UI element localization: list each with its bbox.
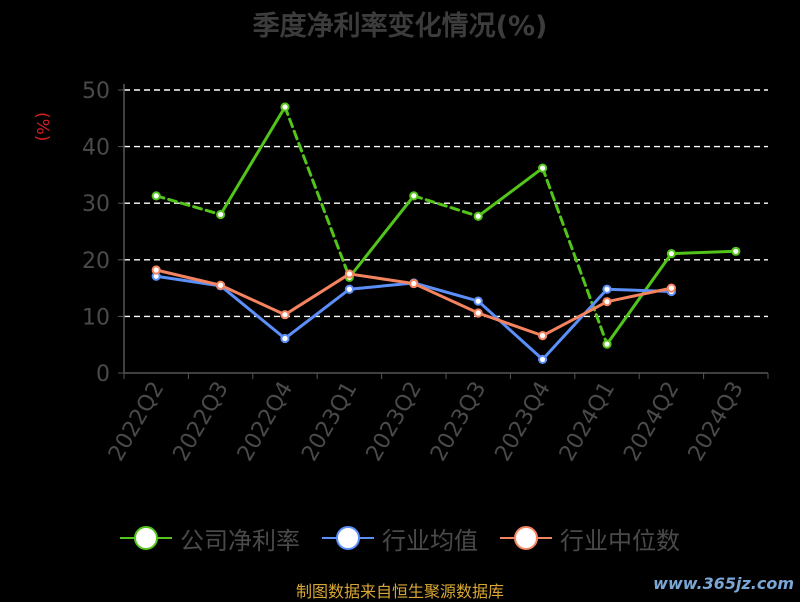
watermark: www.365jz.com: [653, 574, 794, 593]
legend-item-company[interactable]: 公司净利率: [120, 521, 300, 556]
series-0-point-2023Q2: [409, 191, 419, 201]
source-footer: 制图数据来自恒生聚源数据库: [295, 582, 504, 601]
x-tick-label-2022Q4: 2022Q4: [233, 378, 298, 466]
legend-label-industry-median: 行业中位数: [560, 526, 680, 555]
series-2-point-2022Q4: [280, 310, 290, 320]
series-0-point-2023Q3: [473, 211, 483, 221]
series-2-point-2024Q1: [602, 297, 612, 307]
series-2-point-2023Q2: [409, 278, 419, 289]
legend-item-industry-median[interactable]: 行业中位数: [500, 521, 680, 556]
series-1-point-2024Q1: [602, 284, 612, 294]
series-0-point-2024Q3: [731, 246, 741, 256]
chart-title: 季度净利率变化情况(%): [252, 11, 548, 42]
x-tick-label-2024Q1: 2024Q1: [555, 378, 620, 466]
series-1-point-2023Q4: [538, 354, 548, 365]
legend: 公司净利率 行业均值 行业中位数: [0, 518, 800, 558]
series-2-point-2022Q2: [151, 265, 161, 275]
series-0-segment-7: [605, 252, 673, 346]
x-tick-label-2023Q3: 2023Q3: [426, 378, 491, 466]
series-0-point-2024Q2: [666, 248, 677, 259]
series-1-segment-2: [283, 287, 351, 340]
series-2-segment-0: [154, 268, 223, 287]
series-2-segment-1: [219, 283, 287, 317]
legend-label-industry-mean: 行业均值: [382, 526, 478, 555]
x-tick-label-2023Q1: 2023Q1: [297, 378, 362, 466]
series-1-point-2022Q4: [280, 333, 290, 344]
series-2-point-2022Q3: [216, 280, 226, 290]
series-1-segment-3: [347, 281, 416, 291]
y-tick-label-0: 0: [96, 362, 110, 387]
legend-marker-company: [120, 525, 172, 551]
series-0-segment-1: [219, 105, 287, 217]
x-tick-label-2022Q3: 2022Q3: [168, 378, 233, 466]
x-tick-label-2023Q2: 2023Q2: [362, 378, 427, 466]
series-2-segment-2: [283, 272, 351, 317]
series-2-segment-6: [541, 300, 609, 338]
x-tick-label-2023Q4: 2023Q4: [490, 378, 555, 466]
series-2-point-2023Q1: [344, 269, 354, 279]
y-tick-label-20: 20: [82, 249, 110, 274]
legend-marker-industry-median: [500, 525, 552, 551]
series-2-point-2023Q4: [538, 331, 548, 341]
series-1-point-2023Q3: [473, 296, 483, 306]
y-tick-label-50: 50: [82, 79, 110, 104]
series-2-segment-5: [476, 311, 545, 338]
y-tick-label-40: 40: [82, 136, 110, 161]
series-0-point-2023Q4: [538, 163, 548, 173]
series-0-point-2022Q3: [216, 209, 226, 220]
legend-marker-industry-mean: [322, 525, 374, 551]
series-2-segment-7: [605, 286, 673, 304]
series-0-segment-5: [476, 166, 545, 218]
series-2-segment-4: [412, 282, 480, 315]
series-0-segment-8: [669, 249, 738, 256]
x-tick-label-2024Q2: 2024Q2: [619, 378, 684, 466]
legend-label-company: 公司净利率: [180, 526, 300, 555]
series-0-segment-3: [347, 194, 416, 279]
series-0-point-2022Q4: [280, 102, 290, 112]
legend-item-industry-mean[interactable]: 行业均值: [322, 521, 478, 556]
series-2-point-2024Q2: [666, 283, 677, 293]
y-tick-label-30: 30: [82, 192, 110, 217]
series-0-segment-0: [154, 194, 223, 217]
series-1-segment-6: [541, 287, 609, 361]
series-0-segment-4: [412, 194, 480, 218]
x-tick-label-2024Q3: 2024Q3: [684, 378, 749, 466]
x-tick-label-2022Q2: 2022Q2: [104, 378, 169, 466]
series-1-segment-4: [412, 281, 480, 303]
y-tick-label-10: 10: [82, 305, 110, 330]
series-1-segment-5: [476, 299, 545, 361]
series-2-point-2023Q3: [473, 308, 483, 318]
series-0-segment-6: [541, 166, 609, 346]
series-2-segment-3: [347, 272, 416, 286]
series-0-point-2024Q1: [602, 339, 612, 349]
series-1-segment-1: [219, 284, 287, 340]
series-0-segment-2: [283, 105, 351, 279]
series-0-point-2022Q2: [151, 191, 161, 201]
series-1-point-2023Q1: [344, 284, 354, 294]
